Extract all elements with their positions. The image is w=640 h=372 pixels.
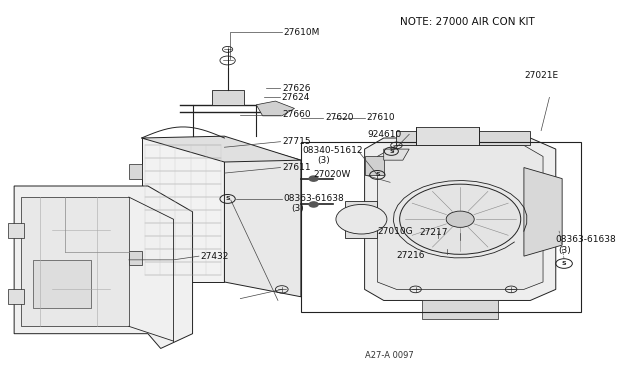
Polygon shape [384,149,409,160]
Text: 27010G: 27010G [378,227,413,235]
Polygon shape [346,201,378,238]
Text: (3): (3) [317,155,330,165]
Polygon shape [212,90,244,105]
Polygon shape [256,101,294,116]
Text: S: S [562,261,566,266]
Text: A27-A 0097: A27-A 0097 [365,351,413,360]
Polygon shape [20,197,129,326]
Polygon shape [141,138,225,282]
Text: S: S [389,149,394,154]
Polygon shape [378,145,543,289]
Polygon shape [129,164,141,179]
Text: 27610: 27610 [367,113,395,122]
Polygon shape [422,301,499,319]
Text: NOTE: 27000 AIR CON KIT: NOTE: 27000 AIR CON KIT [399,17,534,27]
Text: 27620: 27620 [325,113,353,122]
Text: 27432: 27432 [201,251,229,261]
Text: 27660: 27660 [282,110,311,119]
Text: (3): (3) [558,246,571,255]
Text: 27610M: 27610M [284,28,320,37]
Circle shape [309,202,318,207]
Text: S: S [375,173,380,177]
Circle shape [446,211,474,227]
Text: 08340-51612: 08340-51612 [302,147,363,155]
Polygon shape [365,138,556,301]
Polygon shape [396,131,531,145]
Text: 27020W: 27020W [314,170,351,179]
Polygon shape [8,223,24,238]
Text: 924610: 924610 [368,130,402,139]
Text: 27715: 27715 [282,137,311,146]
Polygon shape [415,127,479,145]
Text: 27624: 27624 [282,93,310,102]
Bar [301,142,581,311]
Polygon shape [8,289,24,304]
Polygon shape [141,136,301,162]
Text: 27021E: 27021E [524,71,558,80]
Circle shape [399,184,521,254]
Text: 27217: 27217 [419,228,448,237]
Text: 27626: 27626 [282,84,311,93]
Text: 27611: 27611 [282,163,311,172]
Text: 08363-61638: 08363-61638 [556,235,616,244]
Circle shape [336,205,387,234]
Polygon shape [33,260,91,308]
Text: S: S [225,196,230,201]
Text: (3): (3) [291,203,304,213]
Polygon shape [225,138,301,297]
Polygon shape [14,186,193,349]
Polygon shape [524,167,562,256]
Text: 27216: 27216 [396,251,425,260]
Polygon shape [365,157,384,175]
Text: 08363-61638: 08363-61638 [284,195,344,203]
Polygon shape [129,251,141,265]
Circle shape [309,176,318,181]
